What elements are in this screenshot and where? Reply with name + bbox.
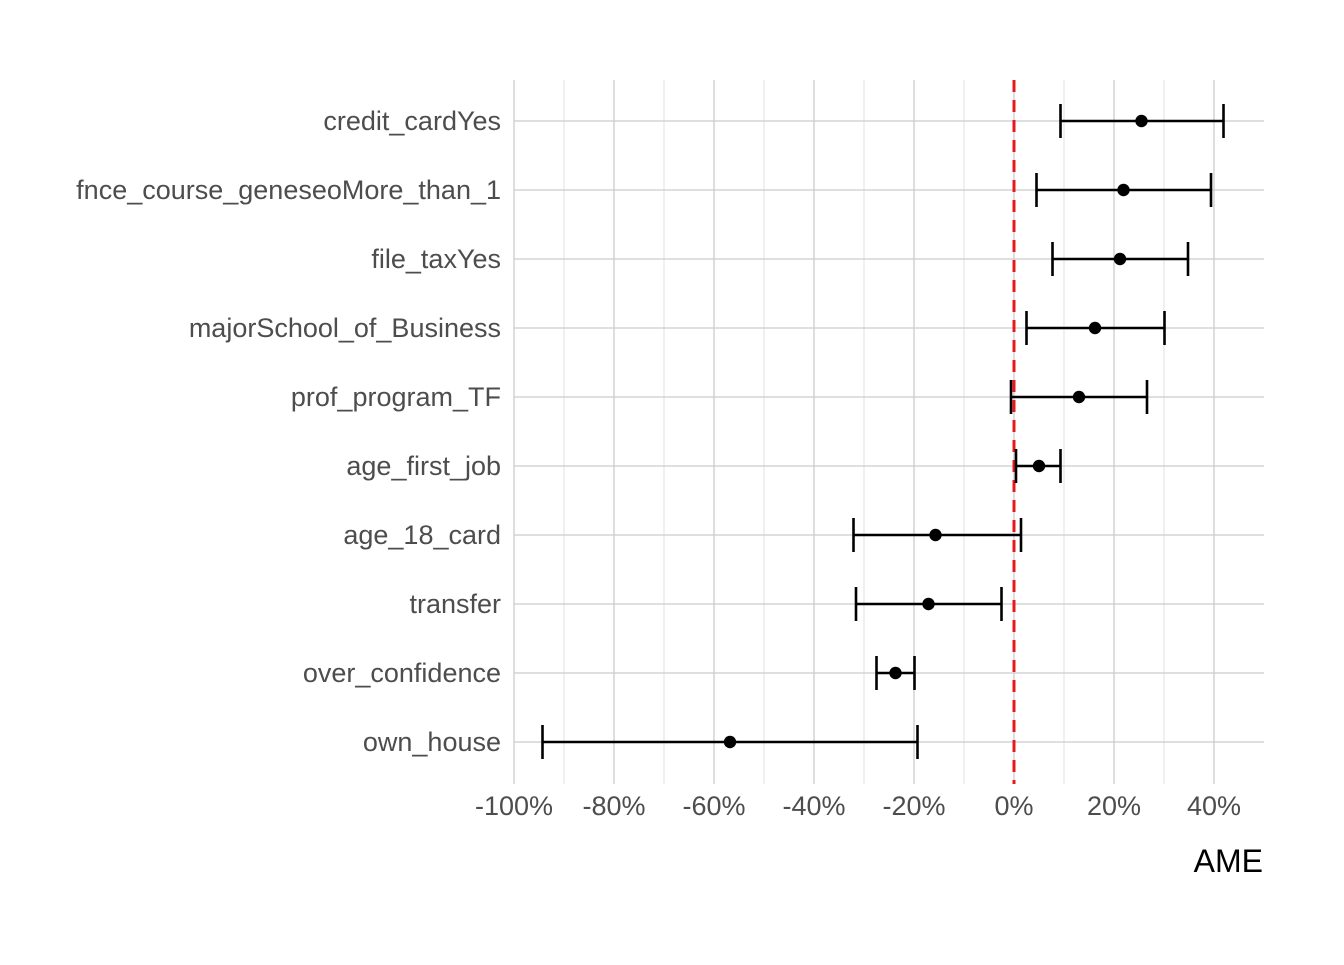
y-tick-label: file_taxYes [371,244,501,274]
x-tick-label: -60% [682,791,745,821]
y-tick-label: transfer [409,589,501,619]
y-tick-label: majorSchool_of_Business [189,313,501,343]
x-tick-label: 40% [1187,791,1241,821]
x-tick-label: -40% [782,791,845,821]
estimate-point [1088,321,1102,335]
x-axis-title: AME [1194,843,1263,879]
x-tick-label: -100% [475,791,553,821]
estimate-point [723,735,737,749]
y-tick-label: fnce_course_geneseoMore_than_1 [76,175,501,205]
y-tick-label: credit_cardYes [323,106,501,136]
estimate-point [1117,183,1130,197]
x-axis-labels: -100% -80% -60% -40% -20% 0% 20% 40% [475,791,1241,821]
y-tick-label: age_first_job [346,451,501,481]
estimate-point [922,597,935,611]
y-tick-label: age_18_card [343,520,501,550]
y-axis-labels: credit_cardYes fnce_course_geneseoMore_th… [76,106,501,757]
estimate-point [1135,114,1148,128]
estimate-point [1113,252,1127,266]
y-tick-label: over_confidence [303,658,501,688]
y-tick-label: own_house [363,727,501,757]
x-tick-label: 20% [1087,791,1141,821]
estimate-point [1032,459,1046,473]
x-tick-label: -80% [582,791,645,821]
estimate-point [929,528,942,542]
estimate-point [889,666,902,680]
x-tick-label: -20% [882,791,945,821]
estimate-point [1072,390,1086,404]
error-bars [541,104,1225,759]
x-tick-label: 0% [994,791,1033,821]
y-tick-label: prof_program_TF [291,382,501,412]
grid-lines [513,80,1264,784]
